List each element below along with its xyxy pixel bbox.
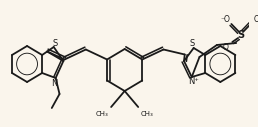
- Text: N: N: [52, 78, 58, 88]
- Text: N⁺: N⁺: [188, 77, 199, 86]
- Text: S: S: [189, 38, 194, 47]
- Text: O: O: [223, 43, 229, 52]
- Text: CH₃: CH₃: [95, 111, 108, 117]
- Text: O: O: [254, 14, 258, 23]
- Text: S: S: [237, 30, 245, 40]
- Text: CH₃: CH₃: [141, 111, 154, 117]
- Text: S: S: [52, 38, 57, 47]
- Text: ⁻O: ⁻O: [221, 14, 230, 23]
